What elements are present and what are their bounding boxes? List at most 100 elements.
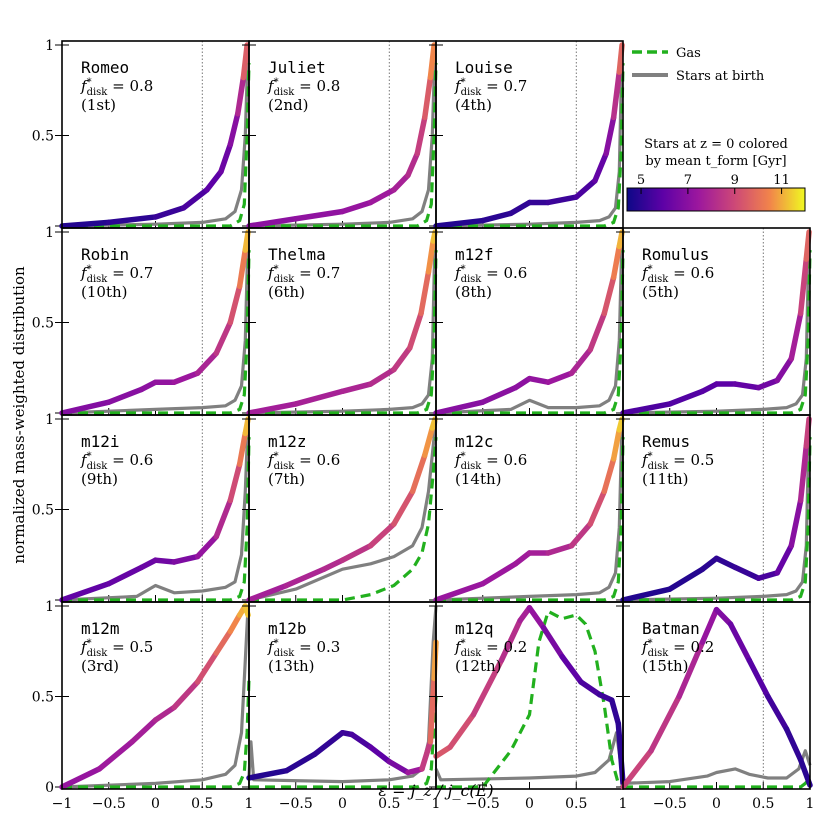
stars-z0-segment: [106, 386, 145, 405]
gas-line: [62, 437, 251, 602]
gas-line: [62, 678, 251, 789]
y-tick-label: 0.5: [32, 690, 54, 706]
stars-z0-segment: [171, 679, 201, 711]
stars-z0-line: [433, 229, 625, 416]
stars-z0-segment: [242, 229, 251, 253]
stars-z0-segment: [414, 114, 428, 157]
gas-line: [436, 437, 625, 602]
stars-z0-segment: [783, 726, 804, 763]
stars-z0-segment: [283, 751, 318, 774]
stars-z0-segment: [409, 452, 428, 495]
y-tick-label: 0.5: [32, 503, 54, 519]
x-tick-label: 0: [151, 796, 160, 812]
legend-stars-birth-label: Stars at birth: [676, 69, 765, 84]
stars-z0-segment: [568, 521, 594, 549]
stars-z0-segment: [59, 580, 112, 603]
panel-name: Thelma: [268, 245, 326, 264]
stars-z0-segment: [620, 748, 654, 790]
y-axis-label: normalized mass-weighted distribution: [10, 266, 28, 564]
gas-line: [623, 437, 812, 602]
stars-z0-segment: [236, 430, 249, 467]
stars-z0-segment: [508, 199, 533, 217]
panel-rank: (9th): [81, 470, 118, 488]
panel-name: m12q: [455, 619, 494, 638]
stars-birth-line: [622, 231, 811, 415]
y-tick-label: 1: [45, 225, 54, 241]
stars-z0-segment: [59, 766, 103, 790]
stars-z0-segment: [774, 355, 795, 384]
panel-fdisk: f* disk = 0.2: [641, 638, 714, 659]
panel-rank: (6th): [268, 283, 305, 301]
stars-z0-segment: [152, 557, 177, 565]
x-tick-label: −0.5: [279, 796, 313, 812]
stars-z0-segment: [620, 586, 673, 603]
y-tick-label: 0.5: [32, 316, 54, 332]
stars-z0-segment: [246, 401, 299, 416]
panel-fdisk: f* disk = 0.7: [267, 264, 340, 285]
stars-z0-segment: [601, 274, 617, 317]
stars-birth-line: [248, 231, 437, 415]
colorbar-tick-label: 7: [684, 173, 692, 188]
stars-z0-segment: [545, 542, 575, 556]
stars-z0-segment: [405, 150, 421, 179]
stars-z0-segment: [339, 381, 374, 395]
panel-rank: (1st): [81, 96, 116, 114]
gas-line: [249, 436, 438, 602]
stars-z0-segment: [727, 621, 752, 664]
colorbar-ticks: 5 7 9 11: [637, 173, 790, 194]
legend: Gas Stars at birth Stars at z = 0 colore…: [626, 46, 806, 212]
stars-z0-segment: [545, 194, 579, 206]
stars-z0-segment: [429, 416, 438, 431]
y-tick-label: 0: [45, 780, 54, 796]
stars-birth-line: [248, 418, 438, 602]
stars-z0-line: [433, 42, 625, 229]
stars-z0-segment: [152, 205, 187, 220]
panel-name: m12z: [268, 432, 307, 451]
stars-birth-line: [61, 231, 250, 415]
stars-z0-segment: [433, 217, 486, 229]
stars-z0-segment: [213, 319, 234, 357]
panel-name: Juliet: [268, 58, 326, 77]
stars-z0-segment: [803, 416, 812, 449]
y-tick-label: 1: [45, 38, 54, 54]
stars-z0-segment: [106, 564, 145, 587]
stars-z0-line: [59, 603, 251, 790]
panel-name: Batman: [642, 619, 700, 638]
stars-z0-segment: [573, 178, 598, 200]
stars-z0-segment: [367, 744, 392, 765]
stars-z0-segment: [480, 384, 519, 405]
stars-z0-segment: [797, 443, 810, 504]
stars-z0-segment: [367, 366, 397, 387]
panel-fdisk: f* disk = 0.5: [641, 451, 714, 472]
stars-birth-line: [435, 44, 624, 228]
stars-z0-segment: [311, 729, 346, 758]
stars-z0-segment: [797, 256, 810, 317]
stars-z0-segment: [407, 310, 424, 351]
panel-fdisk: f* disk = 0.6: [641, 264, 714, 285]
stars-z0-segment: [194, 533, 220, 560]
x-tick-label: 1: [619, 796, 628, 812]
y-tick-label: 1: [45, 599, 54, 615]
panel-rank: (15th): [642, 657, 688, 675]
colorbar-title-line1: Stars at z = 0 colored: [644, 137, 788, 152]
stars-z0-segment: [732, 381, 762, 391]
stars-z0-segment: [713, 555, 738, 571]
tick-marks: [429, 231, 577, 415]
stars-z0-segment: [246, 767, 290, 781]
stars-z0-segment: [391, 172, 411, 193]
stars-z0-segment: [609, 697, 622, 727]
stars-z0-segment: [293, 388, 346, 407]
stars-z0-segment: [788, 497, 804, 549]
stars-z0-line: [433, 416, 625, 603]
stars-z0-segment: [419, 739, 434, 772]
axis-labels: 0.5 1 0.5 1 0.5 1 0 0.5 1 −1 −0.5 0 0.5 1 −0.5 0 0.5 1 −0.…: [10, 38, 814, 812]
colorbar-tick-label: 11: [773, 173, 790, 188]
